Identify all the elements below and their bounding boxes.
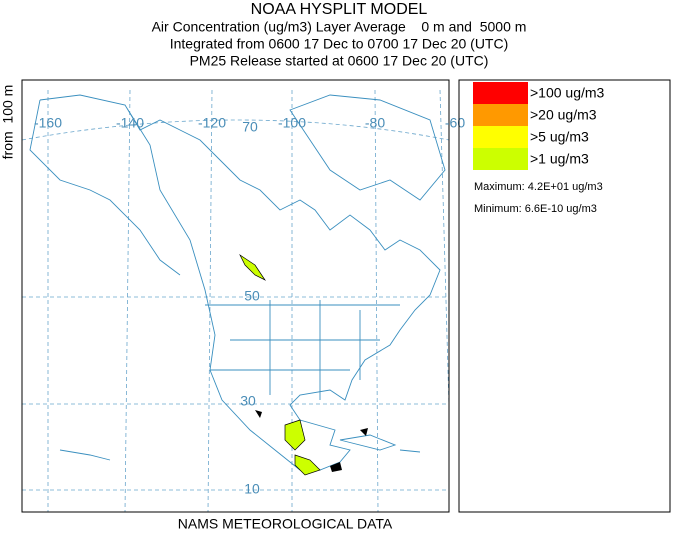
latitude-label: 30	[240, 393, 256, 409]
coastline	[289, 94, 446, 201]
longitude-label: -140	[116, 115, 144, 131]
legend-swatch	[473, 126, 528, 148]
coastline	[59, 434, 421, 461]
plume	[239, 253, 321, 476]
maximum: Maximum: 4.2E+01 ug/m3	[474, 181, 603, 193]
legend-label: >20 ug/m3	[530, 107, 597, 123]
minimum: Minimum: 6.6E-10 ug/m3	[474, 203, 597, 215]
footer: NAMS METEOROLOGICAL DATA	[178, 516, 393, 532]
legend-swatch	[473, 82, 528, 104]
longitude-label: -100	[278, 115, 306, 131]
title: NOAA HYSPLIT MODEL	[251, 1, 428, 18]
side-label: from 100 m	[0, 85, 16, 160]
coastline	[29, 99, 181, 276]
legend-swatch	[473, 104, 528, 126]
legend-label: >1 ug/m3	[530, 151, 589, 167]
legend-frame	[458, 79, 671, 513]
longitude-label: -80	[365, 115, 385, 131]
longitude-label: -120	[198, 115, 226, 131]
map-content	[22, 89, 449, 512]
longitude-label: -160	[34, 115, 62, 131]
legend-swatch	[473, 148, 528, 170]
map-panel: -160 -140 -120 -100 -80 -60 70 50 30 10	[21, 79, 465, 513]
subtitle: Air Concentration (ug/m3) Layer Average …	[152, 19, 527, 35]
subtitle: PM25 Release started at 0600 17 Dec 20 (…	[190, 53, 489, 69]
map-frame	[21, 79, 450, 513]
graticule	[22, 119, 449, 491]
coastline	[39, 94, 441, 471]
subtitle: Integrated from 0600 17 Dec to 0700 17 D…	[170, 36, 509, 52]
latitude-label: 70	[242, 119, 258, 135]
longitude-label: -60	[445, 115, 465, 131]
graticule	[47, 89, 449, 512]
latitude-label: 50	[244, 288, 260, 304]
legend-label: >100 ug/m3	[530, 85, 605, 101]
legend-label: >5 ug/m3	[530, 129, 589, 145]
latitude-label: 10	[244, 481, 260, 497]
legend: Maximum: 4.2E+01 ug/m3 Minimum: 6.6E-10 …	[458, 79, 671, 513]
coastline	[205, 300, 400, 400]
